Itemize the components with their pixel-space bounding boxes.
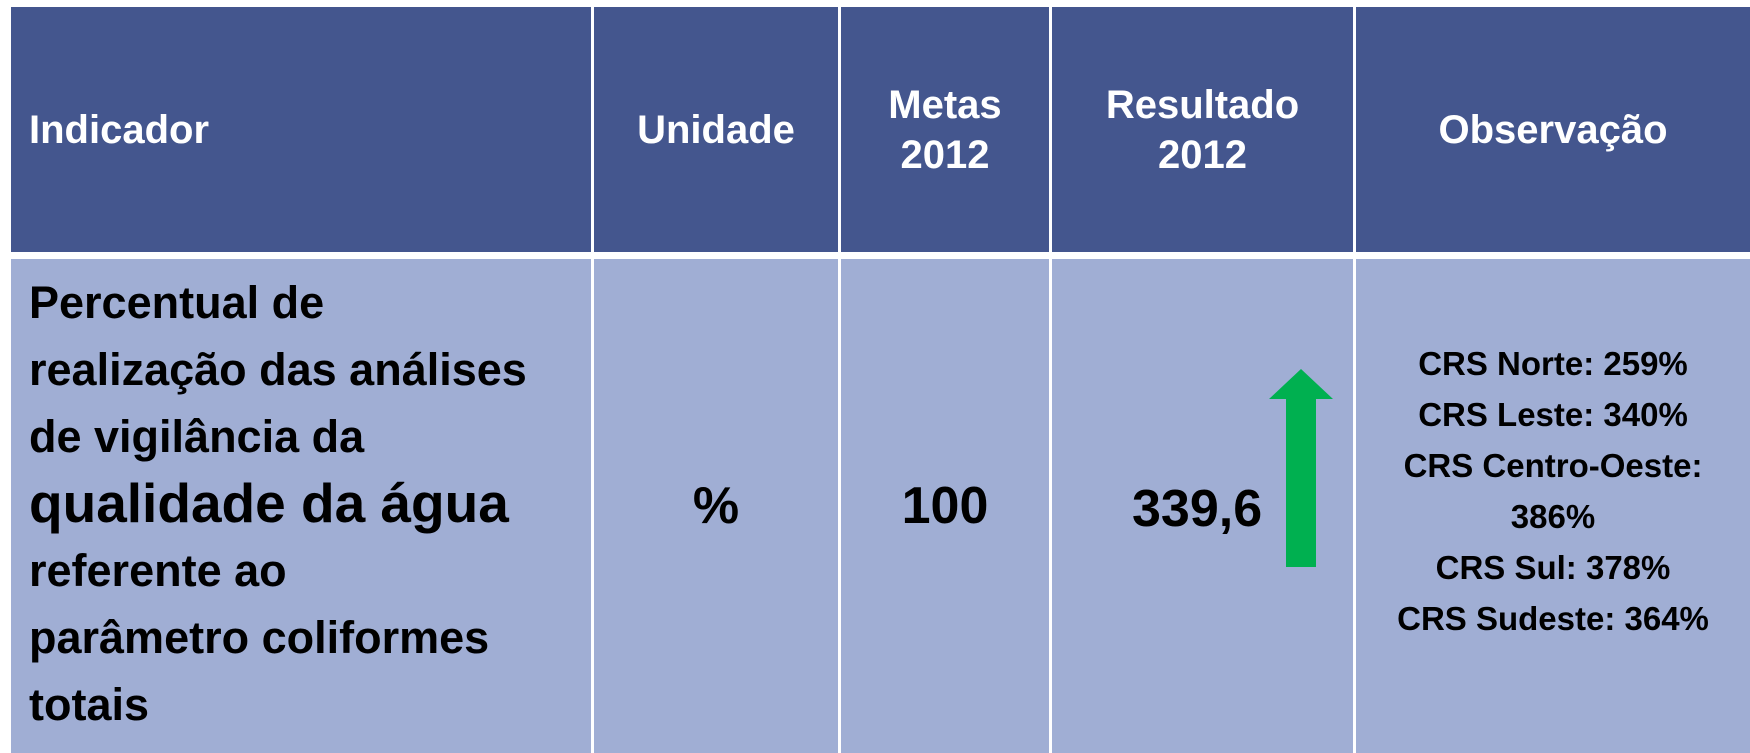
header-text: 2012: [1158, 132, 1247, 177]
arrow-shape: [1269, 369, 1333, 567]
observation-item: CRS Norte: 259%: [1418, 345, 1688, 382]
header-text: Metas: [888, 82, 1002, 127]
observation-item: CRS Sudeste: 364%: [1397, 600, 1709, 637]
up-arrow: [1269, 369, 1333, 567]
indicator-text: qualidade da água: [29, 472, 509, 534]
indicator-text: parâmetro coliformes: [29, 612, 490, 663]
target: 100: [901, 477, 989, 535]
target-cell: 100: [841, 259, 1049, 753]
header-cell: Metas 2012: [841, 7, 1049, 252]
header-text: Indicador: [29, 107, 210, 152]
unit: %: [692, 477, 740, 535]
indicator-text: totais: [29, 679, 150, 730]
result-cell: 339,6: [1052, 259, 1353, 753]
observation-item: CRS Leste: 340%: [1418, 396, 1688, 433]
header-text: Unidade: [637, 107, 795, 152]
indicator-text: de vigilância da: [29, 411, 365, 462]
indicator-cell: Percentual de realização das análises de v…: [11, 259, 591, 753]
header-text: Observação: [1438, 107, 1668, 152]
header-cell: Observação: [1356, 7, 1750, 252]
observation-item: CRS Sul: 378%: [1435, 549, 1671, 586]
header-cell: Indicador: [11, 7, 591, 252]
indicator-text: referente ao: [29, 545, 287, 596]
result: 339,6: [1132, 480, 1263, 538]
header-text: Resultado: [1105, 82, 1300, 127]
indicator-text: realização das análises: [29, 344, 527, 395]
observation-cell: CRS Norte: 259% CRS Leste: 340% CRS Centro…: [1356, 259, 1750, 753]
indicator-text: Percentual de: [29, 277, 325, 328]
header-cell: Resultado 2012: [1052, 7, 1353, 252]
observation-list: CRS Norte: 259% CRS Leste: 340% CRS Centro…: [1356, 338, 1750, 674]
unit-cell: %: [594, 259, 838, 753]
header-text: 2012: [900, 132, 990, 177]
observation-item: CRS Centro-Oeste: 386%: [1403, 447, 1703, 535]
header-cell: Unidade: [594, 7, 838, 252]
result-wrap: 339,6: [1052, 259, 1353, 753]
